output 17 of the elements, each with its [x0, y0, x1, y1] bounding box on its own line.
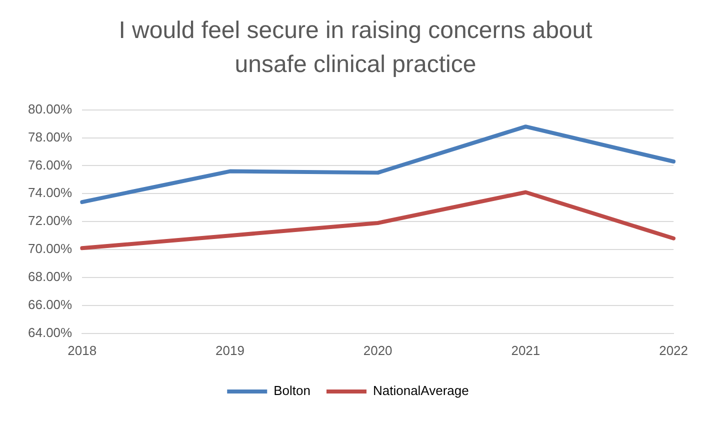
y-tick-label: 66.00% — [28, 297, 73, 312]
chart-title: I would feel secure in raising concerns about unsafe clinical practice — [118, 16, 594, 80]
y-tick-label: 70.00% — [28, 241, 73, 256]
x-tick-label: 2018 — [68, 342, 97, 358]
y-tick-label: 68.00% — [28, 269, 73, 284]
y-tick-label: 72.00% — [28, 213, 73, 228]
y-tick-label: 80.00% — [28, 101, 73, 116]
y-tick-label: 78.00% — [28, 129, 73, 144]
legend-label: NationalAverage — [372, 383, 469, 398]
x-tick-label: 2022 — [659, 342, 688, 358]
x-tick-label: 2021 — [511, 342, 540, 358]
y-tick-label: 76.00% — [28, 157, 73, 172]
x-tick-label: 2020 — [363, 342, 392, 358]
y-tick-label: 74.00% — [28, 185, 73, 200]
legend-label: Bolton — [274, 383, 311, 398]
x-tick-label: 2019 — [215, 342, 244, 358]
y-tick-label: 64.00% — [28, 324, 73, 340]
